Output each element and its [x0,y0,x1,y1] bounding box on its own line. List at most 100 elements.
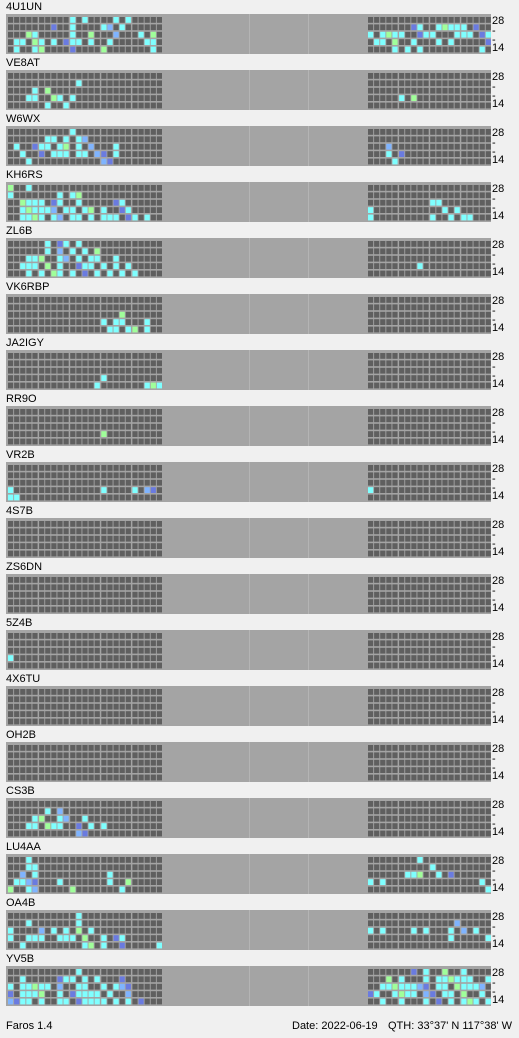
cell-left [63,998,69,1005]
cell-right [405,46,411,53]
cell-left [88,95,94,101]
cell-right [423,80,429,87]
cell-left [14,73,20,79]
cell-right [386,942,392,949]
cell-right [485,73,491,79]
cell-right [454,718,460,725]
cell-right [473,46,479,53]
cell-left [39,528,45,535]
cell-left [57,367,63,374]
cell-left [51,158,57,165]
cell-right [448,375,454,381]
cell-left [57,886,63,893]
cell-left [70,535,76,542]
cell-right [448,382,454,389]
cell-right [386,270,392,277]
cell-left [156,521,162,527]
beacon-heatmap [6,462,491,502]
cell-left [156,207,162,213]
cell-left [144,479,150,486]
freq-label-top: 28 [492,183,505,195]
cell-left [76,353,82,359]
cell-left [45,367,51,374]
cell-left [14,95,20,101]
cell-right [485,689,491,695]
cell-left [119,599,125,605]
cell-left [107,647,113,654]
cell-left [63,494,69,501]
cell-right [392,479,398,486]
cell-left [51,423,57,430]
cell-left [26,767,32,773]
cell-left [8,73,14,79]
cell-left [70,647,76,654]
cell-right [411,599,417,605]
cell-left [94,319,100,325]
cell-right [430,353,436,359]
cell-right [405,192,411,199]
cell-left [76,879,82,885]
cell-left [144,521,150,527]
cell-left [70,983,76,990]
cell-right [417,535,423,542]
cell-left [8,24,14,31]
cell-left [150,472,156,479]
cell-left [70,745,76,751]
cell-left [144,431,150,437]
cell-right [368,913,374,919]
cell-left [82,31,88,38]
cell-right [405,472,411,479]
cell-right [417,969,423,975]
cell-left [144,80,150,87]
cell-right [479,752,485,759]
cell-left [14,151,20,157]
cell-right [423,599,429,605]
cell-right [411,192,417,199]
cell-left [138,886,144,893]
cell-left [138,487,144,493]
cell-left [57,129,63,135]
cell-right [473,871,479,878]
cell-left [107,158,113,165]
cell-right [461,207,467,213]
cell-left [113,158,119,165]
cell-right [380,543,386,549]
cell-left [82,543,88,549]
cell-left [125,136,131,143]
cell-left [88,633,94,639]
cell-right [454,39,460,45]
cell-right [423,535,429,542]
hour-divider [249,742,250,782]
cell-right [392,606,398,613]
cell-left [113,270,119,277]
cell-left [113,319,119,325]
cell-left [39,360,45,367]
cell-left [45,494,51,501]
cell-right [461,528,467,535]
cell-right [405,801,411,807]
cell-right [386,151,392,157]
cell-left [39,326,45,333]
cell-left [94,472,100,479]
cell-right [380,192,386,199]
cell-left [82,830,88,837]
cell-right [380,472,386,479]
cell-right [430,39,436,45]
cell-left [51,774,57,781]
cell-right [454,745,460,751]
cell-left [156,17,162,23]
cell-left [39,696,45,703]
cell-left [94,577,100,583]
cell-left [32,494,38,501]
cell-left [45,864,51,871]
cell-left [150,745,156,751]
cell-left [88,857,94,863]
cell-right [405,297,411,303]
cell-left [138,304,144,311]
cell-left [32,801,38,807]
cell-left [70,423,76,430]
cell-right [467,270,473,277]
cell-left [45,129,51,135]
beacon-row: OH2B 28- -14 [0,728,519,784]
cell-right [368,360,374,367]
